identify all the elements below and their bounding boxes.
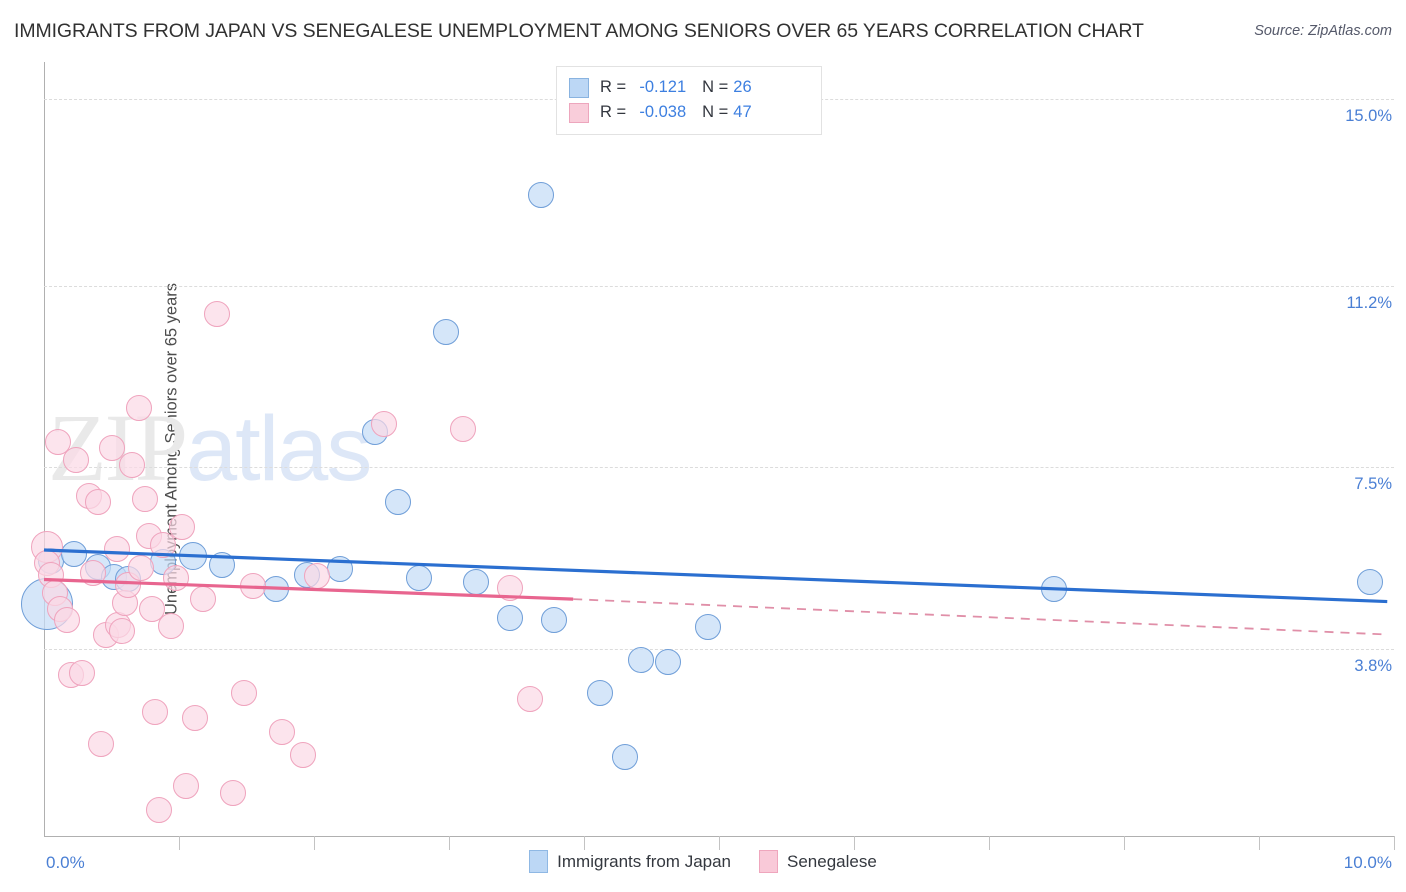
data-point[interactable] — [371, 411, 398, 438]
data-point[interactable] — [98, 434, 125, 461]
stats-r-value-japan: -0.121 — [639, 78, 687, 96]
data-point[interactable] — [326, 555, 353, 582]
x-tick-mark — [1259, 836, 1260, 850]
data-point[interactable] — [384, 488, 411, 515]
data-point[interactable] — [268, 718, 295, 745]
legend-swatch-senegalese-icon — [759, 850, 779, 873]
data-point[interactable] — [85, 488, 111, 515]
data-point[interactable] — [68, 659, 95, 686]
x-axis-end-label: 10.0% — [1343, 853, 1392, 872]
data-point[interactable] — [230, 680, 257, 707]
y-tick-label: 3.8% — [1354, 657, 1392, 676]
gridline — [44, 467, 1394, 469]
legend-label-japan: Immigrants from Japan — [557, 851, 732, 871]
y-tick-label: 7.5% — [1354, 475, 1392, 494]
x-axis-start-label: 0.0% — [46, 853, 85, 872]
data-point[interactable] — [517, 686, 543, 713]
data-point[interactable] — [496, 605, 523, 632]
data-point[interactable] — [1040, 576, 1067, 603]
x-tick-mark — [854, 836, 855, 850]
data-point[interactable] — [79, 560, 106, 587]
data-point[interactable] — [263, 575, 290, 602]
legend-swatch-japan-icon — [529, 850, 549, 873]
data-point[interactable] — [53, 606, 80, 633]
data-point[interactable] — [220, 779, 246, 806]
data-point[interactable] — [1356, 569, 1383, 596]
watermark-atlas: atlas — [186, 398, 372, 500]
x-tick-mark — [584, 836, 585, 850]
data-point[interactable] — [627, 647, 654, 674]
data-point[interactable] — [125, 395, 152, 422]
data-point[interactable] — [303, 562, 330, 589]
data-point[interactable] — [118, 451, 145, 478]
plot-area: ZIPatlas — [20, 62, 1394, 836]
data-point[interactable] — [178, 541, 207, 570]
data-point[interactable] — [182, 705, 209, 732]
data-point[interactable] — [168, 514, 195, 541]
gridline — [44, 285, 1394, 287]
stats-n-label-japan: N = — [702, 78, 729, 96]
legend-item-senegalese[interactable]: Senegalese — [759, 850, 877, 873]
stats-r-label-senegalese: R = — [600, 103, 627, 121]
page-title: IMMIGRANTS FROM JAPAN VS SENEGALESE UNEM… — [14, 20, 1144, 42]
data-point[interactable] — [496, 574, 523, 601]
data-point[interactable] — [541, 606, 568, 633]
data-point[interactable] — [449, 416, 476, 443]
x-tick-mark — [449, 836, 450, 850]
stats-row-senegalese: R = -0.038 N = 47 — [569, 100, 809, 125]
data-point[interactable] — [463, 569, 489, 596]
stats-swatch-senegalese-icon — [569, 102, 589, 123]
stats-r-value-senegalese: -0.038 — [639, 103, 687, 121]
data-point[interactable] — [527, 182, 554, 209]
data-point[interactable] — [128, 555, 155, 582]
data-point[interactable] — [172, 772, 199, 799]
y-tick-label: 11.2% — [1346, 293, 1392, 312]
data-point[interactable] — [406, 565, 433, 592]
stats-row-japan: R = -0.121 N = 26 — [569, 75, 809, 100]
data-point[interactable] — [145, 797, 172, 824]
data-point[interactable] — [240, 573, 267, 600]
stats-r-label-japan: R = — [600, 78, 627, 96]
x-tick-mark — [1124, 836, 1125, 850]
data-point[interactable] — [290, 741, 317, 768]
data-point[interactable] — [611, 744, 638, 771]
data-point[interactable] — [63, 446, 90, 473]
stats-swatch-japan-icon — [569, 77, 589, 98]
data-point[interactable] — [157, 612, 184, 639]
data-point[interactable] — [163, 565, 190, 591]
stats-n-label-senegalese: N = — [702, 103, 729, 121]
data-point[interactable] — [587, 679, 614, 706]
x-tick-mark — [719, 836, 720, 850]
data-point[interactable] — [132, 486, 159, 513]
legend-label-senegalese: Senegalese — [787, 851, 877, 871]
correlation-stats-box: R = -0.121 N = 26 R = -0.038 N = 47 — [556, 66, 822, 135]
data-point[interactable] — [190, 586, 217, 613]
series-legend: Immigrants from Japan Senegalese — [0, 850, 1406, 873]
y-axis-line — [44, 62, 45, 836]
x-tick-mark — [989, 836, 990, 850]
data-point[interactable] — [433, 319, 460, 346]
data-point[interactable] — [209, 552, 236, 579]
stats-n-value-senegalese: 47 — [733, 103, 752, 121]
x-tick-mark — [179, 836, 180, 850]
x-tick-mark — [1394, 836, 1395, 850]
data-point[interactable] — [695, 614, 722, 641]
data-point[interactable] — [203, 301, 230, 328]
data-point[interactable] — [109, 617, 136, 644]
x-tick-mark — [314, 836, 315, 850]
y-tick-label: 15.0% — [1345, 106, 1392, 125]
data-point[interactable] — [103, 535, 130, 562]
data-point[interactable] — [87, 730, 114, 757]
data-point[interactable] — [654, 648, 681, 675]
data-point[interactable] — [141, 699, 168, 726]
stats-n-value-japan: 26 — [733, 78, 752, 96]
source-attribution: Source: ZipAtlas.com — [1254, 23, 1392, 39]
y-axis-title-container: Unemployment Among Seniors over 65 years — [10, 62, 181, 836]
legend-item-japan[interactable]: Immigrants from Japan — [529, 850, 731, 873]
gridline — [44, 649, 1394, 651]
